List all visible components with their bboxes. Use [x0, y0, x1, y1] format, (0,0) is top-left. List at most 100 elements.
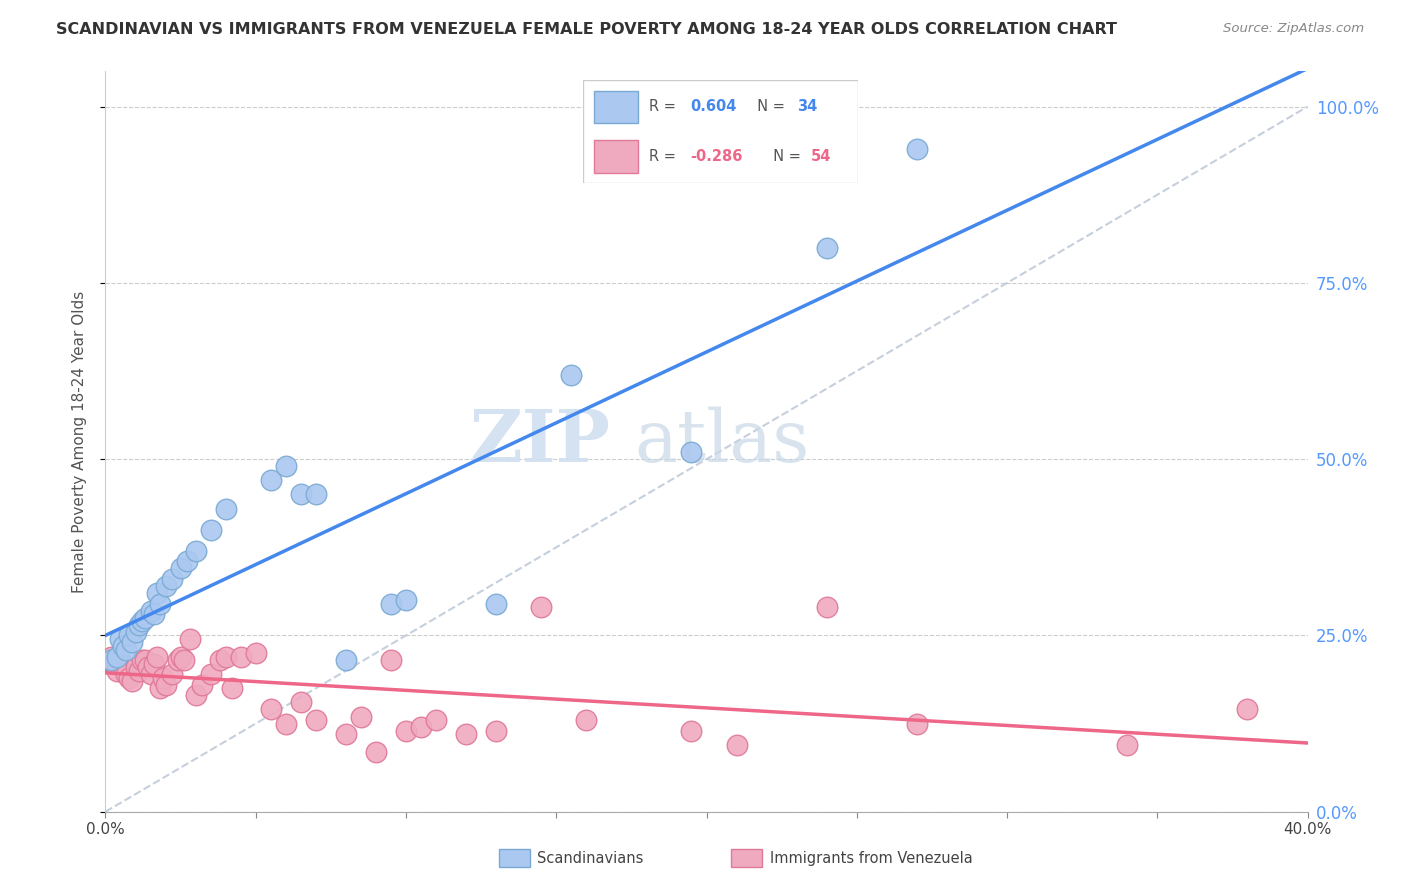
Point	[290, 487, 312, 501]
Point	[115, 667, 138, 681]
FancyBboxPatch shape	[583, 80, 858, 183]
Point	[305, 487, 328, 501]
Point	[905, 716, 928, 731]
Point	[173, 653, 195, 667]
Point	[112, 660, 135, 674]
Point	[128, 664, 150, 678]
Point	[142, 607, 165, 622]
Point	[260, 473, 283, 487]
Text: ZIP: ZIP	[470, 406, 610, 477]
Point	[118, 628, 141, 642]
Point	[142, 657, 165, 671]
Point	[681, 445, 703, 459]
Point	[124, 660, 146, 674]
Point	[214, 501, 236, 516]
Point	[100, 653, 122, 667]
Point	[335, 727, 357, 741]
Point	[395, 593, 418, 607]
Point	[208, 653, 231, 667]
Point	[121, 674, 143, 689]
Point	[305, 713, 328, 727]
Point	[179, 632, 201, 646]
Point	[425, 713, 447, 727]
Point	[274, 716, 297, 731]
Bar	[595, 91, 638, 123]
Text: atlas: atlas	[634, 406, 810, 477]
Point	[454, 727, 477, 741]
Text: N =: N =	[765, 149, 806, 164]
Point	[97, 653, 120, 667]
Point	[200, 523, 222, 537]
Point	[725, 738, 748, 752]
Text: Immigrants from Venezuela: Immigrants from Venezuela	[770, 852, 973, 866]
Point	[184, 544, 207, 558]
Point	[380, 597, 402, 611]
Point	[139, 604, 162, 618]
Point	[380, 653, 402, 667]
Bar	[595, 140, 638, 173]
Point	[169, 561, 191, 575]
Point	[815, 600, 838, 615]
Point	[1116, 738, 1139, 752]
Text: Source: ZipAtlas.com: Source: ZipAtlas.com	[1223, 22, 1364, 36]
Point	[110, 653, 132, 667]
Text: 0.604: 0.604	[690, 99, 737, 114]
Point	[905, 142, 928, 156]
Point	[148, 681, 170, 696]
Point	[1236, 702, 1258, 716]
Point	[136, 660, 159, 674]
Point	[131, 615, 153, 629]
Point	[485, 597, 508, 611]
Point	[160, 572, 183, 586]
Point	[118, 671, 141, 685]
Point	[290, 695, 312, 709]
Point	[134, 611, 156, 625]
Point	[214, 649, 236, 664]
Point	[128, 618, 150, 632]
Point	[260, 702, 283, 716]
Point	[124, 624, 146, 639]
Text: 34: 34	[797, 99, 818, 114]
Point	[364, 745, 387, 759]
Point	[221, 681, 243, 696]
Point	[145, 649, 167, 664]
Point	[103, 657, 125, 671]
Point	[155, 678, 177, 692]
Text: R =: R =	[650, 149, 681, 164]
Point	[409, 720, 432, 734]
Point	[575, 713, 598, 727]
Text: R =: R =	[650, 99, 681, 114]
Point	[815, 241, 838, 255]
Point	[112, 639, 135, 653]
Point	[485, 723, 508, 738]
Point	[160, 667, 183, 681]
Point	[148, 597, 170, 611]
Point	[134, 653, 156, 667]
Point	[190, 678, 212, 692]
Point	[169, 649, 191, 664]
Point	[560, 368, 582, 382]
Point	[115, 642, 138, 657]
Point	[100, 649, 122, 664]
Text: Scandinavians: Scandinavians	[537, 852, 644, 866]
Point	[184, 689, 207, 703]
Point	[350, 709, 373, 723]
Point	[145, 586, 167, 600]
Text: N =: N =	[748, 99, 790, 114]
Point	[176, 554, 198, 568]
Point	[155, 579, 177, 593]
Point	[681, 723, 703, 738]
Point	[166, 653, 188, 667]
Point	[229, 649, 252, 664]
Point	[110, 632, 132, 646]
Text: 54: 54	[811, 149, 831, 164]
Point	[395, 723, 418, 738]
Point	[245, 646, 267, 660]
Point	[121, 635, 143, 649]
Point	[335, 653, 357, 667]
Y-axis label: Female Poverty Among 18-24 Year Olds: Female Poverty Among 18-24 Year Olds	[72, 291, 87, 592]
Point	[107, 649, 129, 664]
Point	[274, 459, 297, 474]
Text: -0.286: -0.286	[690, 149, 742, 164]
Point	[139, 667, 162, 681]
